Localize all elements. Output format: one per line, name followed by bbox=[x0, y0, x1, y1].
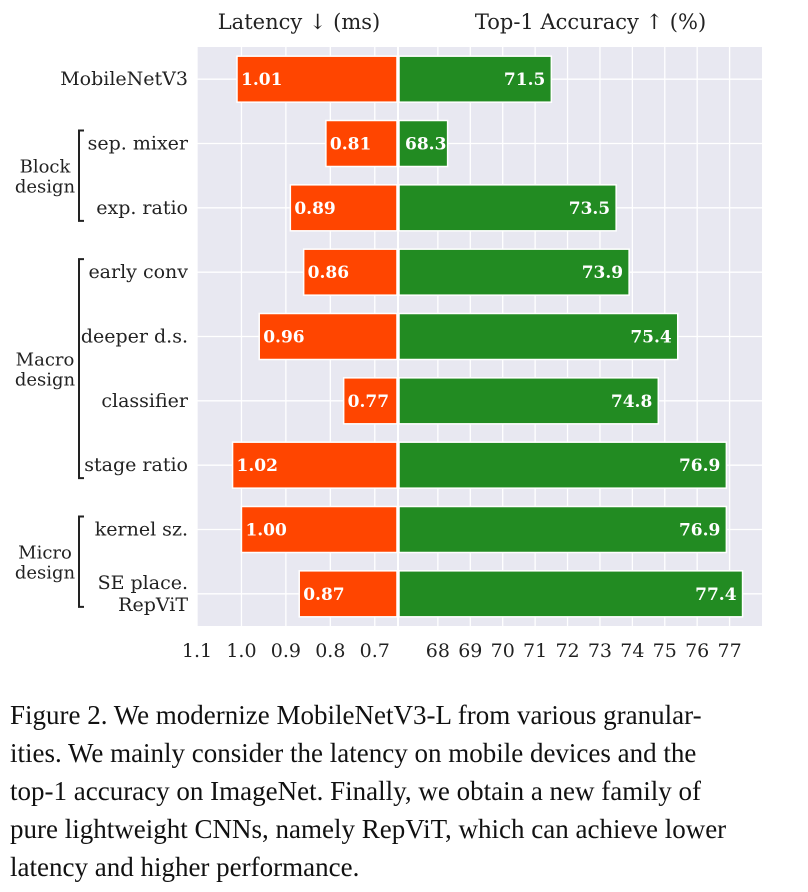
latency-value-label: 0.77 bbox=[348, 392, 389, 412]
accuracy-tick-label: 69 bbox=[458, 640, 482, 662]
latency-tick-label: 0.9 bbox=[271, 640, 301, 662]
accuracy-panel-title: Top-1 Accuracy ↑ (%) bbox=[475, 10, 706, 34]
latency-tick-label: 0.8 bbox=[315, 640, 345, 662]
caption-line: ities. We mainly consider the latency on… bbox=[10, 738, 697, 768]
accuracy-tick-label: 73 bbox=[588, 640, 612, 662]
accuracy-value-label: 76.9 bbox=[679, 521, 720, 541]
caption-line: pure lightweight CNNs, namely RepViT, wh… bbox=[10, 814, 727, 844]
accuracy-tick-label: 77 bbox=[717, 640, 741, 662]
latency-tick-label: 1.1 bbox=[182, 640, 212, 662]
row-label: deeper d.s. bbox=[81, 326, 188, 348]
group-label: Micro bbox=[18, 543, 72, 564]
accuracy-bar bbox=[398, 184, 617, 232]
accuracy-tick-label: 71 bbox=[523, 640, 547, 662]
latency-bar bbox=[289, 184, 398, 232]
latency-tick-label: 1.0 bbox=[226, 640, 256, 662]
row-label: classifier bbox=[101, 390, 189, 412]
accuracy-value-label: 77.4 bbox=[695, 585, 737, 605]
latency-bar bbox=[298, 570, 398, 618]
group-bracket bbox=[78, 129, 84, 222]
accuracy-tick-label: 68 bbox=[426, 640, 450, 662]
latency-value-label: 1.01 bbox=[241, 70, 282, 90]
row-label: RepViT bbox=[118, 594, 188, 616]
accuracy-tick-label: 70 bbox=[491, 640, 515, 662]
row-label: sep. mixer bbox=[88, 133, 189, 155]
accuracy-tick-label: 74 bbox=[620, 640, 644, 662]
group-label: design bbox=[15, 177, 76, 198]
latency-value-label: 0.86 bbox=[308, 263, 349, 283]
accuracy-bar bbox=[398, 505, 728, 554]
latency-value-label: 1.02 bbox=[237, 456, 278, 476]
row-label: exp. ratio bbox=[96, 197, 188, 219]
accuracy-value-label: 74.8 bbox=[611, 392, 652, 412]
accuracy-bar bbox=[398, 441, 728, 489]
row-label: MobileNetV3 bbox=[60, 68, 188, 90]
latency-bar bbox=[240, 505, 398, 554]
row-label: kernel sz. bbox=[95, 519, 188, 541]
accuracy-tick-label: 76 bbox=[685, 640, 709, 662]
accuracy-value-label: 68.3 bbox=[405, 135, 446, 155]
latency-value-label: 0.89 bbox=[294, 199, 335, 219]
accuracy-value-label: 76.9 bbox=[679, 456, 720, 476]
latency-value-label: 0.96 bbox=[263, 328, 304, 348]
latency-panel-title: Latency ↓ (ms) bbox=[218, 10, 381, 34]
accuracy-bar bbox=[398, 570, 744, 618]
latency-bar bbox=[342, 377, 398, 425]
accuracy-tick-label: 72 bbox=[555, 640, 579, 662]
group-bracket bbox=[78, 258, 84, 480]
latency-value-label: 0.81 bbox=[330, 135, 371, 155]
figure-caption: Figure 2. We modernize MobileNetV3-L fro… bbox=[10, 696, 800, 886]
group-bracket bbox=[78, 515, 84, 608]
latency-value-label: 1.00 bbox=[245, 521, 287, 541]
accuracy-value-label: 75.4 bbox=[630, 328, 672, 348]
accuracy-value-label: 71.5 bbox=[504, 70, 545, 90]
group-label: Block bbox=[20, 157, 72, 178]
accuracy-value-label: 73.9 bbox=[582, 263, 623, 283]
accuracy-bar bbox=[398, 119, 449, 168]
accuracy-bar bbox=[398, 312, 679, 361]
group-label: design bbox=[15, 563, 76, 584]
accuracy-bar bbox=[398, 248, 630, 296]
accuracy-value-label: 73.5 bbox=[569, 199, 610, 219]
latency-value-label: 0.87 bbox=[303, 585, 344, 605]
latency-bar bbox=[302, 248, 398, 296]
caption-line: Figure 2. We modernize MobileNetV3-L fro… bbox=[10, 700, 702, 730]
latency-bar bbox=[236, 55, 398, 103]
row-label: stage ratio bbox=[84, 454, 188, 476]
caption-line: latency and higher performance. bbox=[10, 852, 360, 882]
latency-tick-label: 0.7 bbox=[360, 640, 390, 662]
accuracy-bar bbox=[398, 55, 553, 103]
row-label: early conv bbox=[88, 261, 188, 283]
accuracy-tick-label: 75 bbox=[653, 640, 677, 662]
latency-bar bbox=[231, 441, 398, 489]
caption-line: top-1 accuracy on ImageNet. Finally, we … bbox=[10, 776, 702, 806]
latency-bar bbox=[258, 312, 398, 361]
chart: 1.01 0.81 0.89 0.86 0.96 0.77 1.02 1.00 0.87 71.5… bbox=[15, 10, 762, 662]
latency-bar bbox=[325, 119, 398, 168]
group-label: Macro bbox=[16, 350, 75, 371]
group-label: design bbox=[15, 370, 76, 391]
row-label: SE place. bbox=[98, 572, 188, 594]
accuracy-bar bbox=[398, 377, 660, 425]
